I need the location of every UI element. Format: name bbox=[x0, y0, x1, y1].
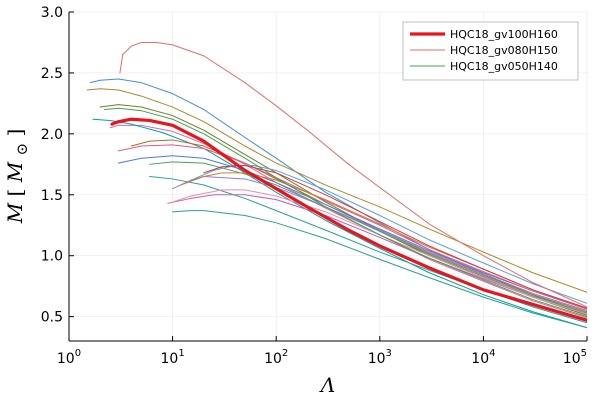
series-line bbox=[92, 118, 587, 329]
series-line bbox=[117, 155, 587, 309]
series-line bbox=[86, 88, 587, 293]
legend-label: HQC18_gv050H140 bbox=[450, 60, 558, 73]
series-line bbox=[190, 165, 587, 304]
y-ticks: 0.5 1.0 1.5 2.0 2.5 3.0 bbox=[41, 5, 74, 326]
y-tick-label: 2.0 bbox=[41, 127, 63, 143]
series-layer bbox=[86, 41, 587, 329]
series-line bbox=[203, 165, 587, 309]
y-axis-label-sub: ⊙ bbox=[13, 143, 31, 156]
x-tick-label: 100 bbox=[57, 348, 81, 367]
y-axis-label-open-bracket: [ bbox=[3, 189, 27, 197]
y-axis-label-unit: M bbox=[3, 161, 27, 183]
legend: HQC18_gv100H160 HQC18_gv080H150 HQC18_gv05… bbox=[402, 21, 579, 81]
x-axis-label: Λ bbox=[319, 373, 335, 397]
x-tick-label: 104 bbox=[471, 348, 495, 367]
series-line bbox=[130, 139, 587, 313]
x-tick-label: 103 bbox=[368, 348, 392, 367]
svg-text:M [ M ⊙: M [ M ⊙ ] bbox=[3, 129, 32, 225]
series-line bbox=[117, 144, 587, 310]
y-tick-label: 1.5 bbox=[41, 188, 63, 204]
legend-label: HQC18_gv100H160 bbox=[450, 28, 558, 41]
series-line bbox=[172, 210, 587, 329]
y-tick-label: 0.5 bbox=[41, 310, 63, 326]
x-ticks: 100 101 102 103 104 105 bbox=[57, 336, 588, 367]
y-tick-label: 2.5 bbox=[41, 66, 63, 82]
y-axis-label-close-bracket: ] bbox=[3, 129, 27, 137]
x-tick-label: 105 bbox=[563, 348, 587, 367]
axes bbox=[68, 12, 587, 342]
y-tick-label: 3.0 bbox=[41, 5, 63, 21]
y-axis-label: M [ M ⊙ ] bbox=[3, 129, 32, 225]
y-tick-label: 1.0 bbox=[41, 249, 63, 265]
legend-box bbox=[402, 21, 579, 81]
series-line-HQC18_gv080H150 bbox=[119, 41, 587, 308]
series-line-HQC18_gv050H140 bbox=[103, 107, 587, 318]
series-line bbox=[172, 189, 587, 315]
x-tick-label: 101 bbox=[160, 348, 184, 367]
series-line-HQC18_gv100H160 bbox=[110, 117, 587, 322]
legend-label: HQC18_gv080H150 bbox=[450, 44, 558, 57]
x-tick-label: 102 bbox=[264, 348, 288, 367]
y-axis-label-main: M bbox=[3, 202, 27, 224]
